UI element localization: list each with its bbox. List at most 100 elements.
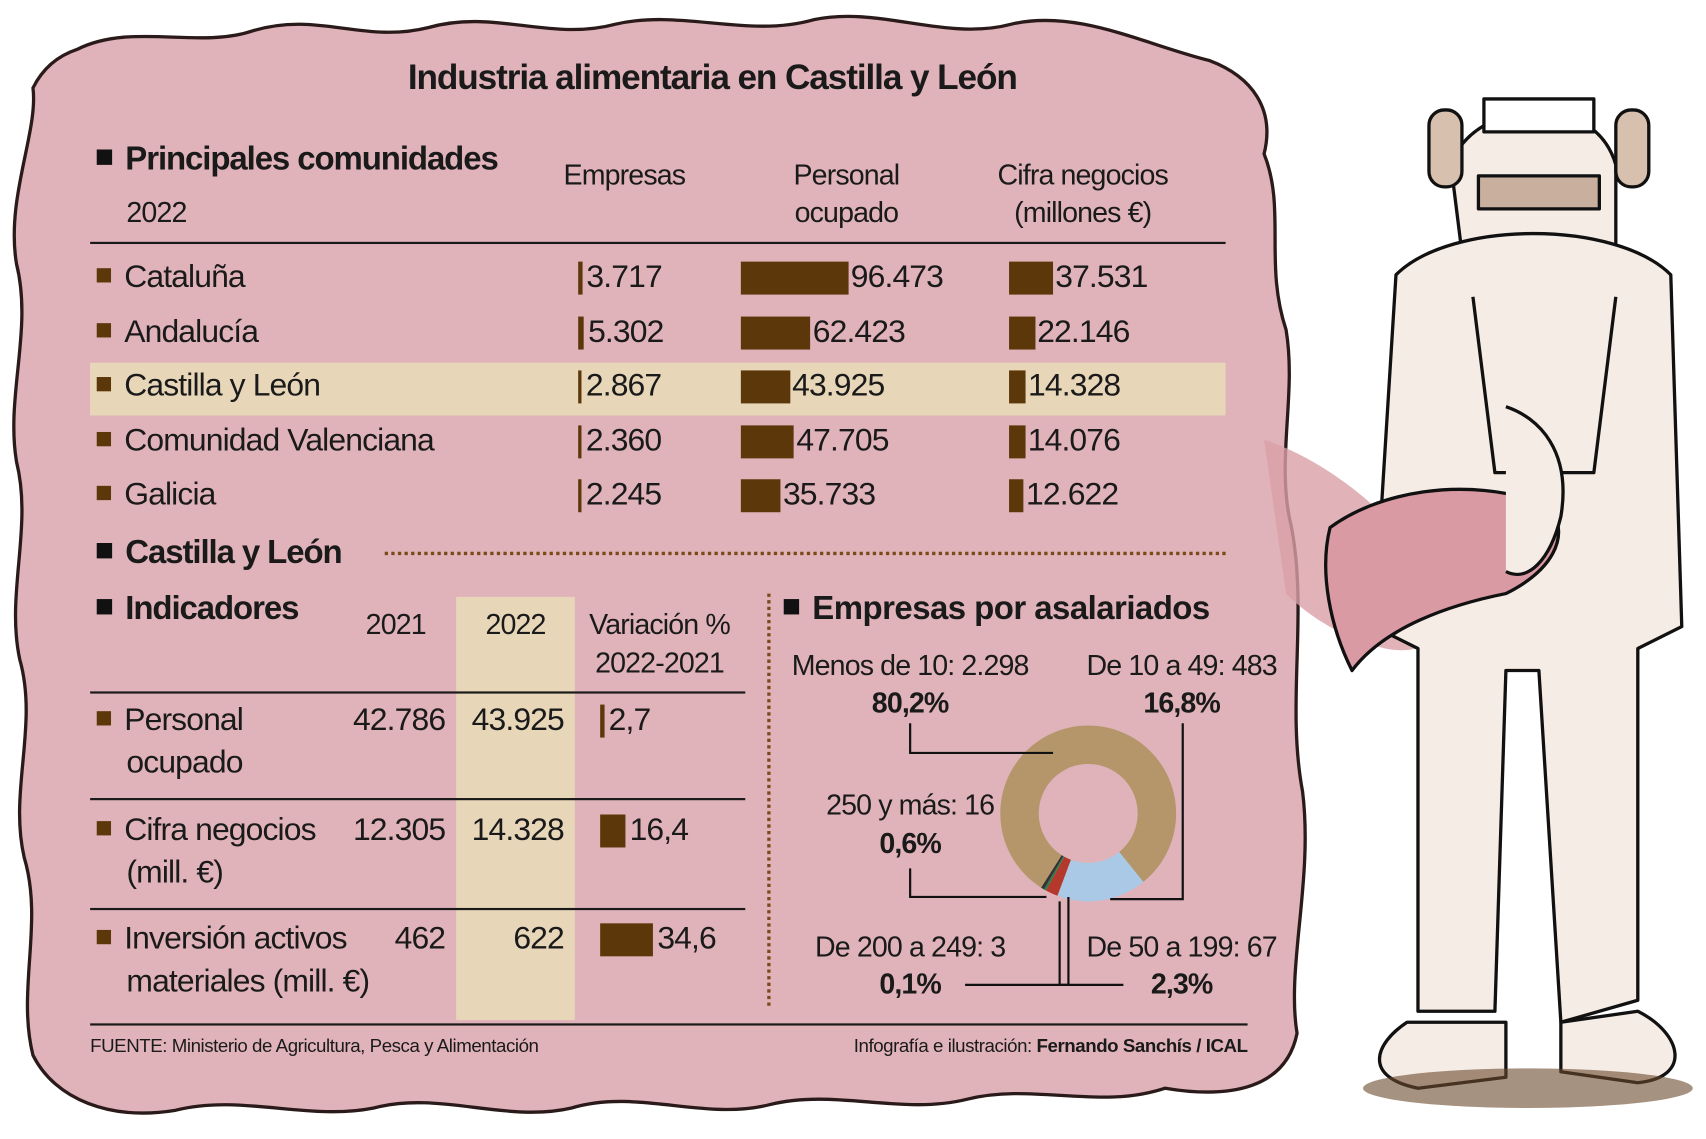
bullet-square-icon: [96, 322, 112, 338]
bar-personal: [740, 370, 790, 404]
indicator-divider: [90, 907, 746, 911]
bullet-square-icon: [96, 376, 112, 392]
community-name: Cataluña: [124, 259, 245, 295]
leader-50a199: [1058, 901, 1124, 986]
bar-personal: [740, 316, 811, 350]
indicator-divider: [90, 798, 746, 801]
bar-personal: [740, 479, 781, 513]
leader-250mas: [909, 868, 1047, 899]
value-2022: 43.925: [471, 702, 565, 738]
bar-cifra: [1009, 425, 1026, 459]
donut-pct-menos10: 80,2%: [871, 685, 950, 719]
slice-10a49: [1057, 851, 1145, 902]
indicator-divider: [90, 691, 746, 694]
bar-cifra: [1009, 261, 1054, 295]
worker-illustration: [1324, 97, 1693, 1108]
indicator-label-2: (mill. €): [126, 855, 223, 891]
bar-empresas: [578, 370, 582, 404]
bullet-square-icon: [96, 711, 112, 726]
table-row-community: Andalucía: [96, 314, 259, 350]
value-empresas: 2.360: [585, 423, 662, 459]
value-2022: 14.328: [471, 812, 565, 848]
value-variation: 34,6: [657, 921, 716, 957]
leader-menos10: [909, 723, 1054, 755]
donut-pct-50a199: 2,3%: [1150, 967, 1214, 1001]
bar-personal: [740, 261, 849, 295]
bullet-square-icon: [783, 599, 800, 615]
indicator-label: Cifra negocios: [124, 812, 316, 848]
community-name: Comunidad Valenciana: [124, 423, 435, 459]
credit-prefix: Infografía e ilustración:: [853, 1035, 1037, 1057]
bullet-square-icon: [96, 820, 112, 836]
bar-variation: [600, 923, 653, 957]
indicator-label-2: ocupado: [126, 745, 243, 781]
heading-text: Empresas por asalariados: [812, 590, 1210, 627]
bar-empresas: [578, 316, 584, 350]
table-row-community: Comunidad Valenciana: [96, 423, 435, 459]
vertical-dotted-divider: [767, 593, 771, 1006]
indicator-row: Cifra negocios: [96, 812, 317, 848]
slice-250mas: [1041, 855, 1064, 890]
heading-text: Castilla y León: [125, 534, 342, 571]
value-cifra: 37.531: [1055, 259, 1148, 295]
value-personal: 35.733: [782, 477, 876, 513]
bullet-square-icon: [96, 485, 112, 500]
indicator-label: Inversión activos: [124, 921, 347, 957]
bar-empresas: [578, 479, 582, 513]
col-header-2021: 2021: [365, 607, 427, 641]
col-header-ocupado: ocupado: [794, 195, 899, 229]
value-2021: 42.786: [352, 702, 446, 738]
bar-cifra: [1009, 370, 1026, 404]
col-header-empresas: Empresas: [563, 158, 686, 192]
page-title: Industria alimentaria en Castilla y León: [407, 57, 1018, 97]
leader-10a49: [1110, 723, 1184, 901]
value-cifra: 14.328: [1028, 368, 1121, 404]
indicator-label-2: materiales (mill. €): [126, 963, 370, 1000]
value-2021: 462: [394, 921, 446, 957]
source-note: FUENTE: Ministerio de Agricultura, Pesca…: [90, 1035, 539, 1057]
section-heading-cyl: Castilla y León: [96, 534, 343, 571]
value-cifra: 12.622: [1026, 477, 1119, 513]
value-empresas: 2.245: [585, 477, 662, 513]
indicator-label: Personal: [124, 702, 244, 738]
value-personal: 62.423: [812, 314, 906, 350]
table-row-community: Galicia: [96, 477, 216, 513]
value-empresas: 2.867: [585, 368, 662, 404]
bar-cifra: [1009, 316, 1035, 350]
donut-label-50a199: De 50 a 199: 67: [1086, 929, 1278, 963]
section-heading-indicators: Indicadores: [96, 590, 299, 627]
col-header-personal: Personal: [793, 158, 901, 192]
col-header-2022: 2022: [485, 607, 546, 641]
highlight-row-castilla: [90, 362, 1226, 416]
section-heading-communities: Principales comunidades: [96, 141, 499, 178]
slice-50a199: [1045, 856, 1071, 896]
credit-note: Infografía e ilustración: Fernando Sanch…: [854, 1035, 1248, 1057]
heading-text: Indicadores: [125, 590, 299, 627]
value-cifra: 14.076: [1027, 423, 1121, 459]
credit-name: Fernando Sanchís / ICAL: [1036, 1035, 1248, 1057]
value-personal: 43.925: [792, 368, 885, 404]
year-label: 2022: [126, 195, 187, 229]
value-cifra: 22.146: [1037, 314, 1130, 350]
donut-chart: [909, 723, 1184, 986]
community-name: Castilla y León: [124, 368, 321, 404]
col-header-millones: (millones €): [1014, 195, 1152, 229]
value-variation: 16,4: [629, 812, 689, 848]
bullet-square-icon: [96, 599, 113, 615]
donut-pct-250mas: 0,6%: [879, 826, 942, 860]
donut-label-menos10: Menos de 10: 2.298: [791, 648, 1030, 682]
slice-menos10: [1000, 725, 1177, 888]
donut-label-200a249: De 200 a 249: 3: [815, 929, 1006, 963]
col-header-cifra: Cifra negocios: [997, 158, 1169, 192]
community-name: Galicia: [124, 477, 216, 513]
bar-variation: [600, 704, 605, 738]
slice-200a249: [1043, 856, 1065, 891]
bar-empresas: [578, 425, 582, 459]
col-header-period: 2022-2021: [595, 646, 725, 680]
donut-label-250mas: 250 y más: 16: [826, 788, 995, 822]
value-variation: 2,7: [608, 702, 652, 738]
value-personal: 96.473: [850, 259, 944, 295]
bullet-square-icon: [96, 268, 112, 283]
dotted-divider: [384, 551, 1226, 556]
bullet-square-icon: [96, 149, 113, 165]
